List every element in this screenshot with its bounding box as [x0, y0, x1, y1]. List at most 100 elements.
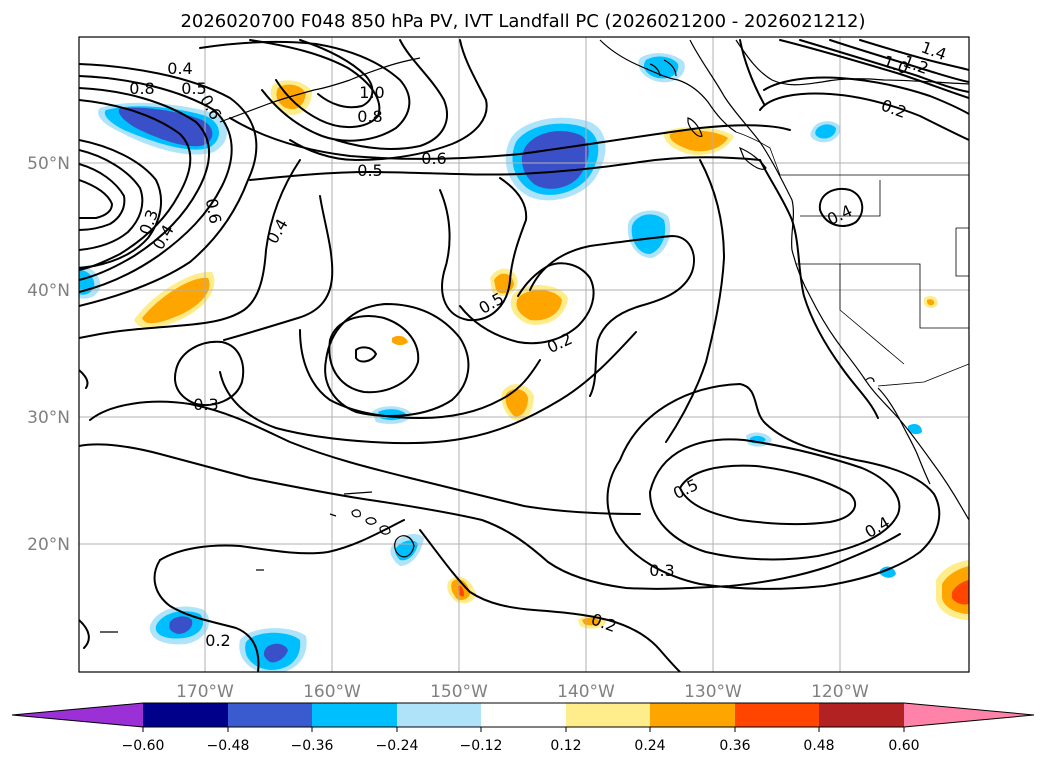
coast-alaska-upper: [735, 39, 969, 86]
colorbar-segment: [735, 703, 819, 727]
contour-05-loop-a: [355, 346, 377, 363]
lat-label-50n: 50°N: [27, 154, 70, 174]
colorbar-tick-label: −0.48: [207, 738, 250, 754]
contour-label: 0.3: [649, 561, 674, 580]
border-or-ca: [796, 263, 969, 329]
colorbar-tick-label: 0.60: [888, 738, 919, 754]
colorbar: −0.60 −0.48 −0.36 −0.24 −0.12 0.12 0.24 …: [11, 702, 1035, 754]
contour-nw-6: [79, 149, 144, 251]
coast-aleutians: [219, 57, 421, 123]
contour-ne-2: [799, 39, 969, 93]
shade-neg-ne-mid: [815, 124, 836, 139]
island-oahu: [365, 517, 377, 525]
contour-label: 0.6: [202, 197, 225, 225]
contour-05-band: [249, 156, 761, 181]
colorbar-segment: [481, 703, 566, 727]
contour-label: 0.4: [167, 59, 192, 78]
island-pan-1: [649, 63, 661, 77]
island-hawaii-big: [394, 535, 415, 558]
shade-neg-hawaii-mid: [395, 540, 418, 561]
contour-ne-1: [779, 39, 969, 99]
contour-label: 0.3: [193, 395, 218, 414]
contour-label: 0.5: [357, 161, 382, 180]
contour-label: 1.0: [359, 83, 384, 102]
lon-label-170w: 170°W: [176, 682, 234, 702]
shade-neg-sw1-deep: [169, 616, 193, 634]
colorbar-segment: [312, 703, 397, 727]
lat-label-40n: 40°N: [27, 281, 70, 301]
shade-neg-mid-mid: [631, 214, 666, 254]
contour-04-west: [79, 159, 301, 339]
colorbar-extend-right: [904, 703, 1034, 727]
border-ca-nv: [839, 264, 905, 365]
colorbar-segment: [566, 703, 650, 727]
contour-coast-long: [759, 159, 879, 419]
contour-nw-1: [79, 63, 258, 307]
contour-ne-5: [763, 76, 969, 115]
colorbar-segment: [650, 703, 735, 727]
map-area: 0.4 0.5 0.8 0.6 0.6 0.4 0.3 0.4 0.3 1.0 …: [79, 37, 969, 672]
contour-s-5: [419, 529, 681, 672]
shade-neg-alaska-mid: [643, 56, 679, 79]
contour-02-center-b: [219, 331, 637, 445]
contour-02-center: [299, 329, 541, 419]
shade-pos-38n-mid: [142, 277, 210, 324]
island-channel: [865, 377, 875, 383]
colorbar-tick-labels: −0.60 −0.48 −0.36 −0.24 −0.12 0.12 0.24 …: [122, 738, 920, 754]
island-nw1: [343, 491, 373, 495]
contour-nw-7: [79, 163, 126, 231]
coast-alaska-pan: [599, 39, 737, 133]
contour-sw-02: [79, 619, 90, 649]
colorbar-segment: [228, 703, 312, 727]
contour-n-4: [335, 39, 448, 150]
colorbar-segment: [143, 703, 228, 727]
lon-label-140w: 140°W: [557, 682, 615, 702]
colorbar-tick-label: −0.12: [460, 738, 503, 754]
lat-label-30n: 30°N: [27, 408, 70, 428]
contour-label: 0.8: [357, 107, 382, 126]
shade-neg-baja-mid: [908, 424, 922, 435]
contour-coast-long-b: [665, 159, 725, 443]
contour-nw-4: [79, 99, 192, 271]
colorbar-segment: [819, 703, 904, 727]
shade-pos-31n-mid: [505, 389, 528, 417]
political-borders: [735, 131, 969, 387]
contour-layer: [79, 39, 969, 672]
figure-title: 2026020700 F048 850 hPa PV, IVT Landfall…: [180, 11, 865, 32]
contour-03-ring: [174, 340, 245, 406]
shade-neg-gulf-deep: [521, 131, 589, 189]
contour-s-3: [159, 519, 405, 561]
shade-neg-sw2-deep: [263, 643, 288, 663]
contour-05-loop-c: [324, 303, 470, 417]
lon-label-130w: 130°W: [684, 682, 742, 702]
colorbar-tick-label: −0.24: [376, 738, 419, 754]
contour-06-band: [229, 117, 791, 160]
contour-nw-2: [79, 75, 233, 293]
contour-nw-3: [79, 87, 210, 281]
contour-nw-5: [79, 139, 163, 269]
shade-pos-36n-mid: [392, 335, 408, 345]
colorbar-tick-label: 0.48: [803, 738, 834, 754]
contour-wa-loop: [818, 188, 864, 227]
contour-s-2: [79, 443, 901, 590]
island-nw2: [329, 513, 337, 517]
colorbar-ticks: [142, 727, 905, 732]
contour-ne-6: [759, 92, 969, 141]
contour-04-loop: [223, 195, 334, 341]
colorbar-tick-label: −0.36: [291, 738, 334, 754]
contour-nw-8: [79, 179, 113, 219]
contour-ne-4: [859, 39, 969, 71]
contour-label: 0.8: [129, 79, 154, 98]
contour-s-1: [89, 400, 641, 515]
colorbar-tick-label: 0.36: [719, 738, 750, 754]
shade-neg-se-mid: [880, 566, 896, 578]
colorbar-segment: [397, 703, 481, 727]
shade-pos-se-strong: [952, 580, 969, 605]
latitude-labels: 50°N 40°N 30°N 20°N: [27, 154, 70, 555]
contour-label: 0.6: [421, 149, 446, 168]
contour-ne-3: [829, 39, 969, 83]
colorbar-tick-label: 0.24: [634, 738, 665, 754]
contour-n-5: [289, 39, 488, 161]
contour-e-03: [606, 383, 941, 590]
